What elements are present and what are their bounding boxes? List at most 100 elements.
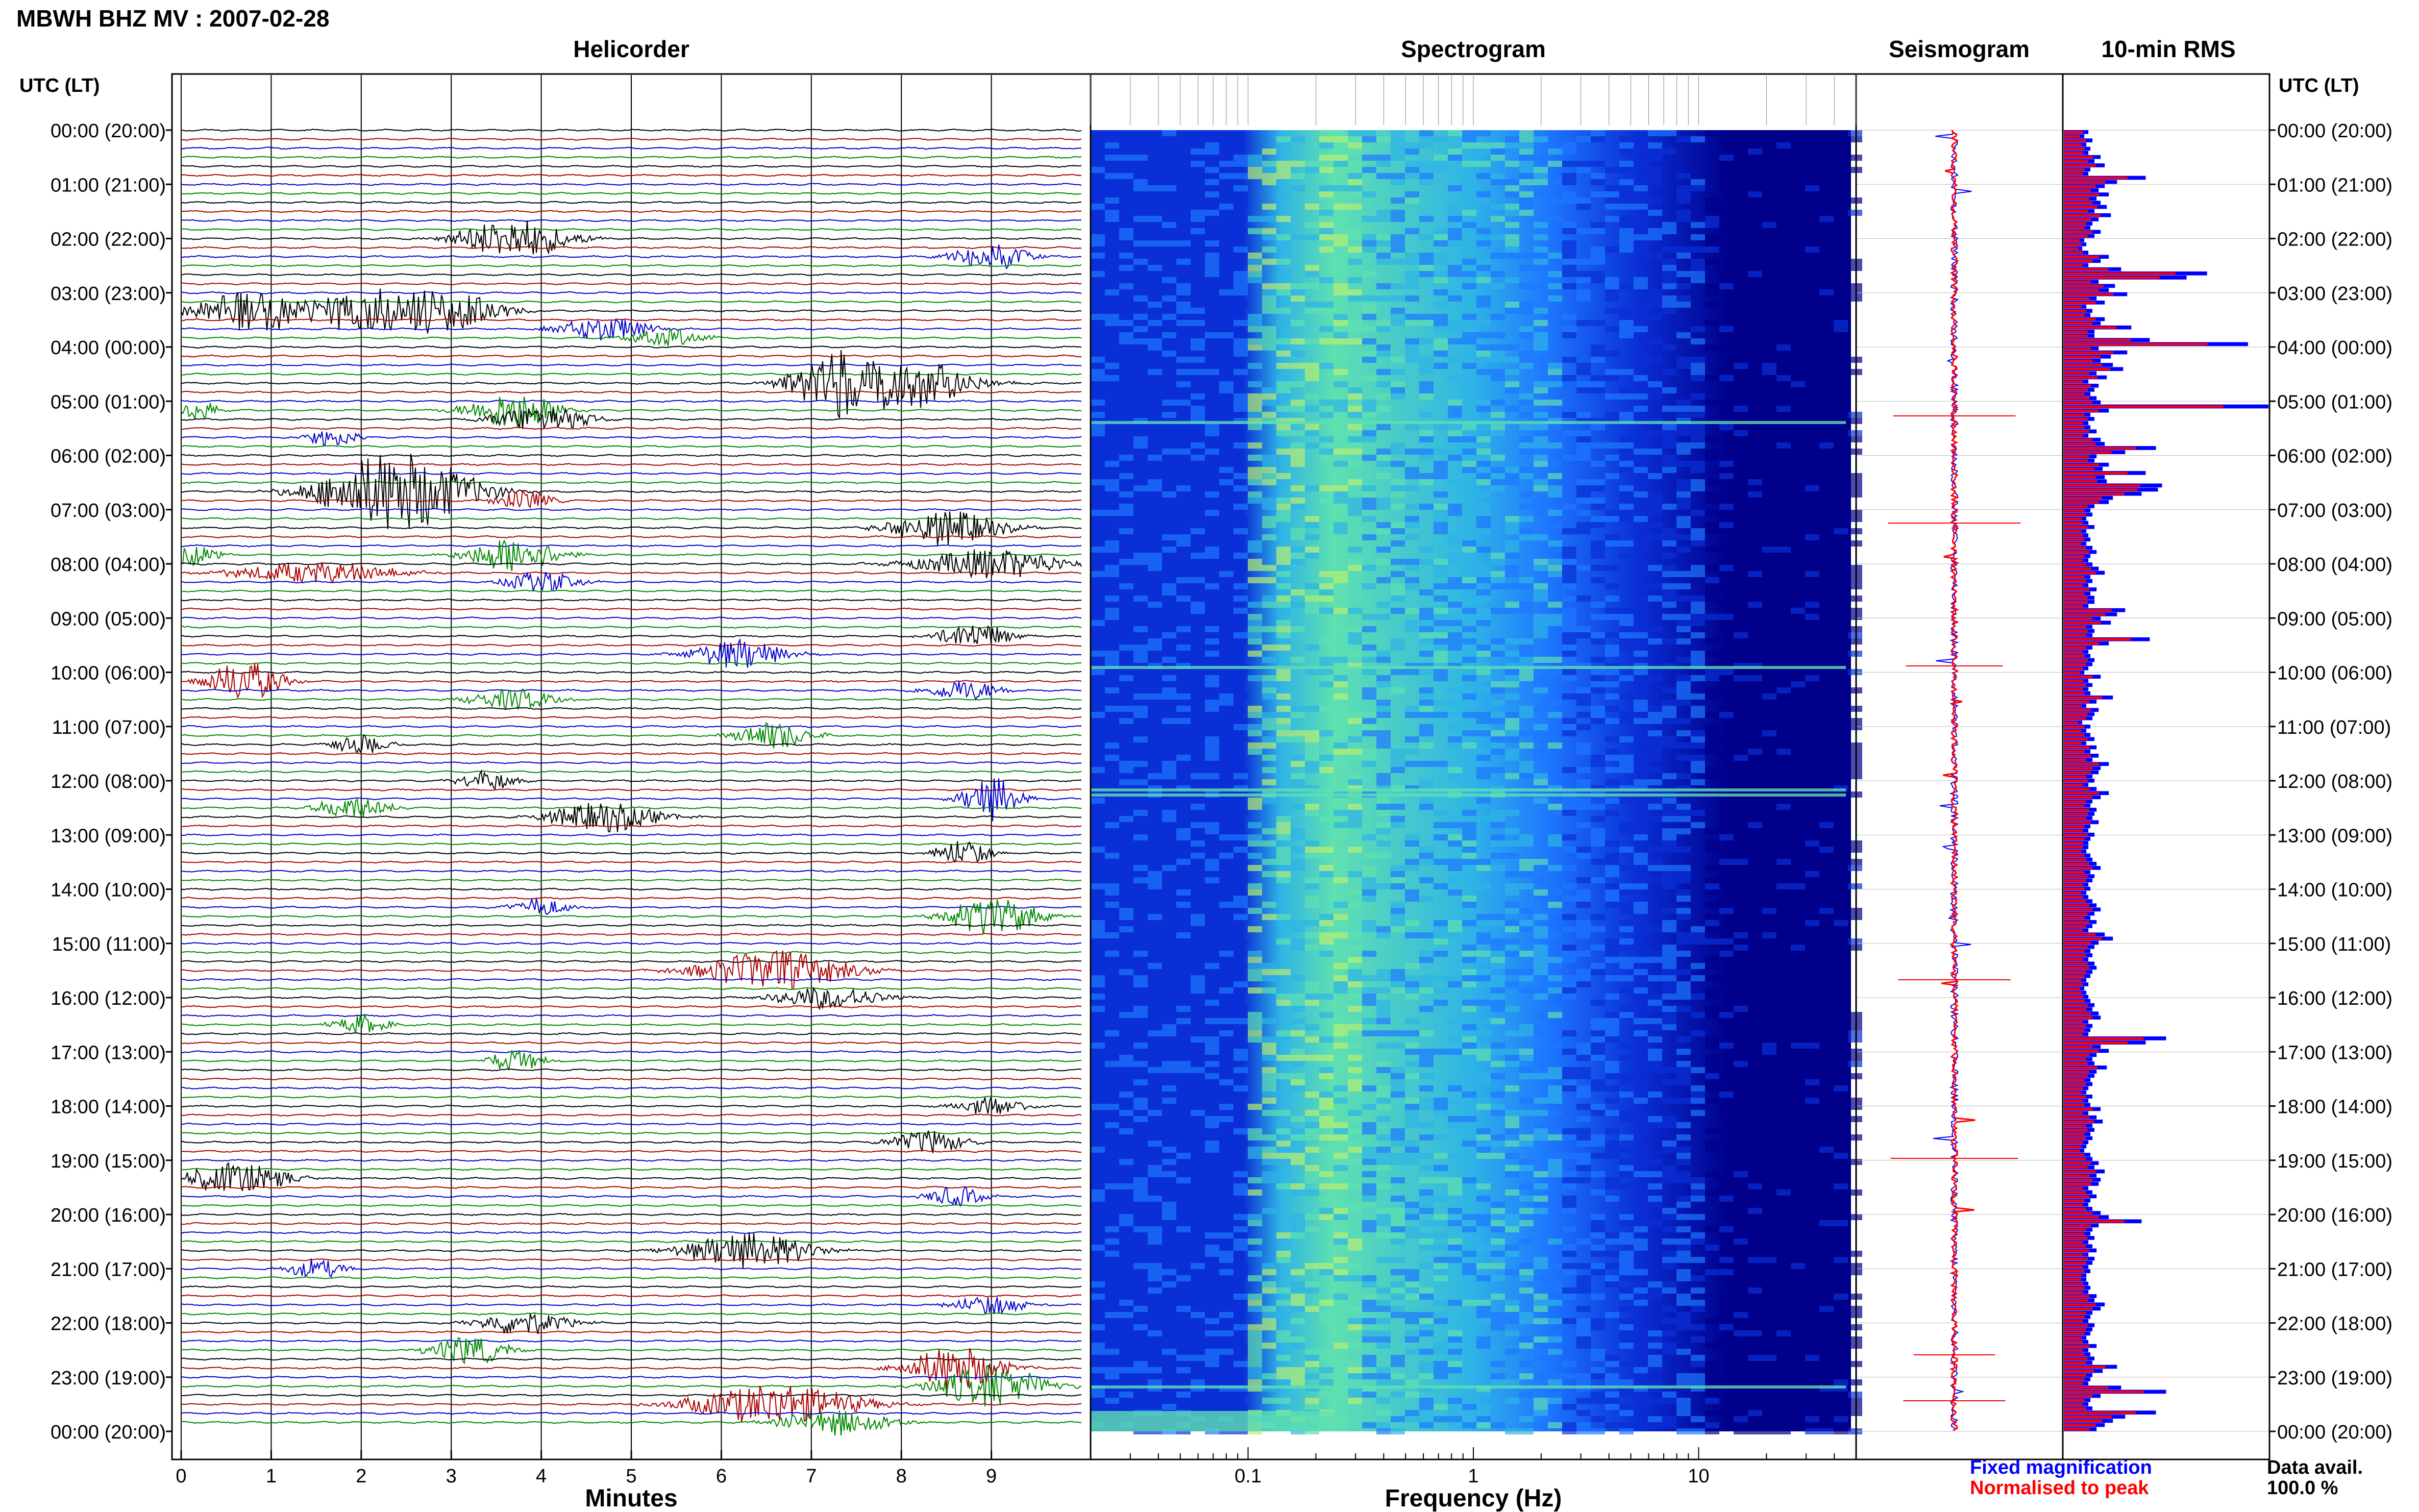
spectrogram-cell <box>1791 1263 1805 1269</box>
spectrogram-cell <box>1276 173 1291 179</box>
spectrogram-cell <box>1634 1098 1648 1104</box>
spectrogram-cell <box>1662 981 1676 987</box>
spectrogram-cell <box>1834 724 1848 730</box>
left-time-header: UTC (LT) <box>19 75 100 96</box>
spectrogram-cell <box>1634 1128 1648 1134</box>
spectrogram-cell <box>1233 1049 1248 1055</box>
spectrogram-cell <box>1762 1128 1776 1134</box>
spectrogram-cell <box>1548 485 1562 491</box>
spectrogram-cell <box>1305 847 1319 853</box>
spectrogram-cell <box>1133 179 1148 185</box>
spectrogram-cell <box>1634 516 1648 522</box>
spectrogram-cell <box>1162 449 1176 455</box>
spectrogram-cell <box>1305 669 1319 675</box>
spectrogram-cell <box>1391 246 1405 253</box>
spectrogram-cell <box>1248 271 1262 277</box>
spectrogram-cell <box>1791 926 1805 932</box>
spectrogram-cell <box>1734 1361 1748 1367</box>
spectrogram-cell <box>1419 412 1434 418</box>
spectrogram-cell <box>1191 1208 1205 1214</box>
spectrogram-cell <box>1491 400 1505 406</box>
spectrogram-cell <box>1176 1294 1191 1300</box>
spectrogram-cell <box>1648 253 1662 259</box>
spectrogram-cell <box>1662 442 1676 449</box>
spectrogram-cell <box>1619 136 1634 142</box>
spectrogram-cell <box>1791 338 1805 344</box>
spectrogram-cell <box>1391 210 1405 216</box>
spectrogram-cell <box>1805 185 1819 191</box>
spectrogram-cell <box>1748 1165 1762 1171</box>
spectrogram-cell <box>1648 1294 1662 1300</box>
spectrogram-cell <box>1148 914 1162 920</box>
spectrogram-cell <box>1119 1367 1133 1373</box>
spectrogram-cell <box>1148 1030 1162 1036</box>
spectrogram-cell <box>1805 945 1819 951</box>
spectrogram-cell <box>1476 675 1491 681</box>
spectrogram-cell <box>1576 1159 1591 1165</box>
spectrogram-cell <box>1419 589 1434 596</box>
spectrogram-cell <box>1662 369 1676 375</box>
spectrogram-cell <box>1634 1085 1648 1092</box>
spectrogram-cell <box>1476 1275 1491 1281</box>
spectrogram-cell <box>1348 179 1362 185</box>
spectrogram-cell <box>1176 981 1191 987</box>
spectrogram-cell <box>1276 706 1291 712</box>
spectrogram-cell <box>1805 571 1819 577</box>
spectrogram-cell <box>1248 1177 1262 1183</box>
spectrogram-cell <box>1205 1153 1219 1159</box>
spectrogram-cell <box>1719 222 1734 228</box>
spectrogram-cell <box>1448 375 1462 381</box>
spectrogram-cell <box>1591 498 1605 504</box>
spectrogram-cell <box>1334 314 1348 320</box>
spectrogram-cell <box>1734 1238 1748 1245</box>
spectrogram-cell <box>1676 614 1691 620</box>
spectrogram-cell <box>1505 234 1519 240</box>
spectrogram-cell <box>1791 179 1805 185</box>
spectrogram-cell <box>1576 295 1591 302</box>
spectrogram-cell <box>1762 228 1776 234</box>
spectrogram-cell <box>1191 608 1205 614</box>
spectrogram-cell <box>1562 577 1576 583</box>
spectrogram-cell <box>1791 265 1805 271</box>
spectrogram-cell <box>1262 338 1276 344</box>
spectrogram-cell <box>1819 234 1834 240</box>
spectrogram-cell <box>1448 559 1462 565</box>
spectrogram-cell <box>1248 1012 1262 1018</box>
spectrogram-cell <box>1091 975 1105 981</box>
spectrogram-cell <box>1562 957 1576 963</box>
spectrogram-cell <box>1434 522 1448 528</box>
spectrogram-cell <box>1705 926 1719 932</box>
spectrogram-cell <box>1776 902 1791 908</box>
spectrogram-cell <box>1162 645 1176 651</box>
spectrogram-cell <box>1705 902 1719 908</box>
spectrogram-cell <box>1476 1312 1491 1318</box>
spectrogram-cell <box>1748 1232 1762 1238</box>
spectrogram-cell <box>1634 216 1648 222</box>
spectrogram-cell <box>1405 840 1419 847</box>
spectrogram-cell <box>1119 706 1133 712</box>
spectrogram-cell <box>1662 1287 1676 1294</box>
spectrogram-cell <box>1519 528 1534 534</box>
spectrogram-cell <box>1591 657 1605 663</box>
spectrogram-cell <box>1548 1085 1562 1092</box>
spectrogram-cell <box>1691 510 1705 516</box>
spectrogram-cell <box>1191 246 1205 253</box>
spectrogram-cell <box>1376 326 1391 332</box>
spectrogram-cell <box>1819 1098 1834 1104</box>
spectrogram-cell <box>1334 461 1348 467</box>
spectrogram-cell <box>1291 406 1305 412</box>
spectrogram-cell <box>1719 1196 1734 1202</box>
spectrogram-cell <box>1262 681 1276 687</box>
spectrogram-cell <box>1534 1263 1548 1269</box>
spectrogram-cell <box>1334 853 1348 859</box>
spectrogram-cell <box>1476 473 1491 479</box>
spectrogram-cell <box>1676 700 1691 706</box>
spectrogram-cell <box>1276 547 1291 553</box>
spectrogram-cell <box>1505 638 1519 645</box>
spectrogram-cell <box>1405 338 1419 344</box>
spectrogram-cell <box>1391 259 1405 265</box>
spectrogram-cell <box>1534 344 1548 351</box>
spectrogram-cell <box>1505 1153 1519 1159</box>
spectrogram-cell <box>1419 479 1434 485</box>
spectrogram-cell <box>1348 1055 1362 1061</box>
